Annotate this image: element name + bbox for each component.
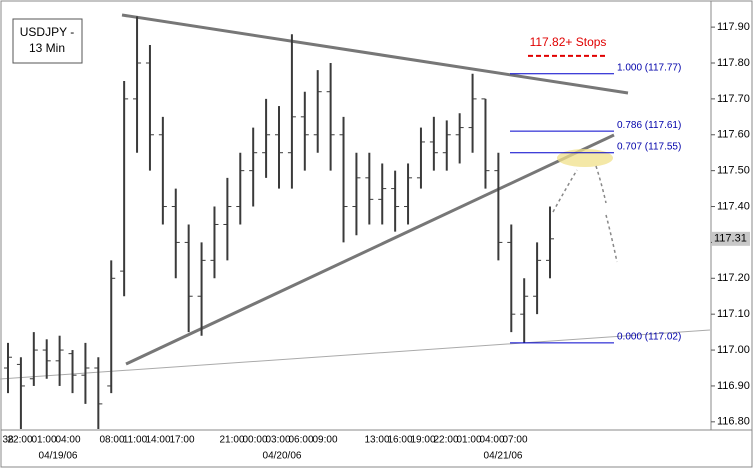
arrow — [605, 214, 618, 263]
title-frame — [12, 18, 83, 64]
y-tick-label: 117.50 — [717, 165, 750, 177]
lower-trendline — [125, 133, 615, 366]
x-tick-label: 22:00 — [433, 435, 458, 446]
x-tick-label: 09:00 — [312, 435, 337, 446]
fib-label: 0.000 (117.02) — [617, 332, 681, 343]
arrows — [552, 165, 618, 263]
x-tick-label: 00:00 — [242, 435, 267, 446]
upper-trendline — [121, 13, 629, 95]
price-axis — [710, 0, 753, 431]
y-tick-label: 116.90 — [717, 380, 750, 392]
x-tick-label: 01:00 — [31, 435, 56, 446]
chart-subtitle: 13 Min — [29, 41, 65, 55]
y-tick-label: 117.10 — [717, 308, 750, 320]
x-tick-label: 17:00 — [169, 435, 194, 446]
x-tick-label: 38 — [2, 435, 14, 446]
x-tick-label: 01:00 — [456, 435, 481, 446]
x-tick-label: 06:00 — [288, 435, 313, 446]
y-tick-label: 117.20 — [717, 272, 750, 284]
y-tick-label: 117.00 — [717, 344, 750, 356]
y-tick-label: 117.60 — [717, 129, 750, 141]
arrow — [595, 165, 607, 204]
x-tick-label: 19:00 — [410, 435, 435, 446]
base-line — [0, 329, 711, 380]
date-label: 04/21/06 — [484, 451, 523, 462]
trend-lines — [0, 13, 711, 380]
y-tick-label: 117.70 — [717, 93, 750, 105]
fib-label: 0.786 (117.61) — [617, 120, 681, 131]
x-tick-label: 03:00 — [265, 435, 290, 446]
x-tick-label: 04:00 — [55, 435, 80, 446]
time-axis — [0, 429, 753, 468]
last-price-label: 117.31 — [714, 233, 747, 245]
x-tick-label: 07:00 — [502, 435, 527, 446]
fib-label: 0.707 (117.55) — [617, 141, 681, 152]
y-tick-label: 117.80 — [717, 57, 750, 69]
x-tick-label: 21:00 — [219, 435, 244, 446]
x-tick-label: 08:00 — [99, 435, 124, 446]
y-tick-label: 117.90 — [717, 21, 750, 33]
y-tick-label: 117.40 — [717, 200, 750, 212]
x-tick-label: 04:00 — [479, 435, 504, 446]
chart-title: USDJPY - — [20, 25, 74, 39]
x-tick-label: 11:00 — [123, 435, 148, 446]
title-box: USDJPY - 13 Min — [12, 18, 83, 64]
x-tick-label: 13:00 — [364, 435, 389, 446]
x-tick-label: 14:00 — [145, 435, 170, 446]
x-tick-label: 22:00 — [7, 435, 32, 446]
date-label: 04/20/06 — [263, 451, 302, 462]
last-price-box — [712, 231, 750, 246]
highlight — [557, 149, 613, 167]
date-label: 04/19/06 — [39, 451, 78, 462]
y-tick-label: 116.80 — [717, 416, 750, 428]
x-tick-label: 16:00 — [387, 435, 412, 446]
fib-label: 1.000 (117.77) — [617, 62, 681, 73]
stops-label: 117.82+ Stops — [530, 35, 607, 49]
arrow — [552, 169, 578, 213]
